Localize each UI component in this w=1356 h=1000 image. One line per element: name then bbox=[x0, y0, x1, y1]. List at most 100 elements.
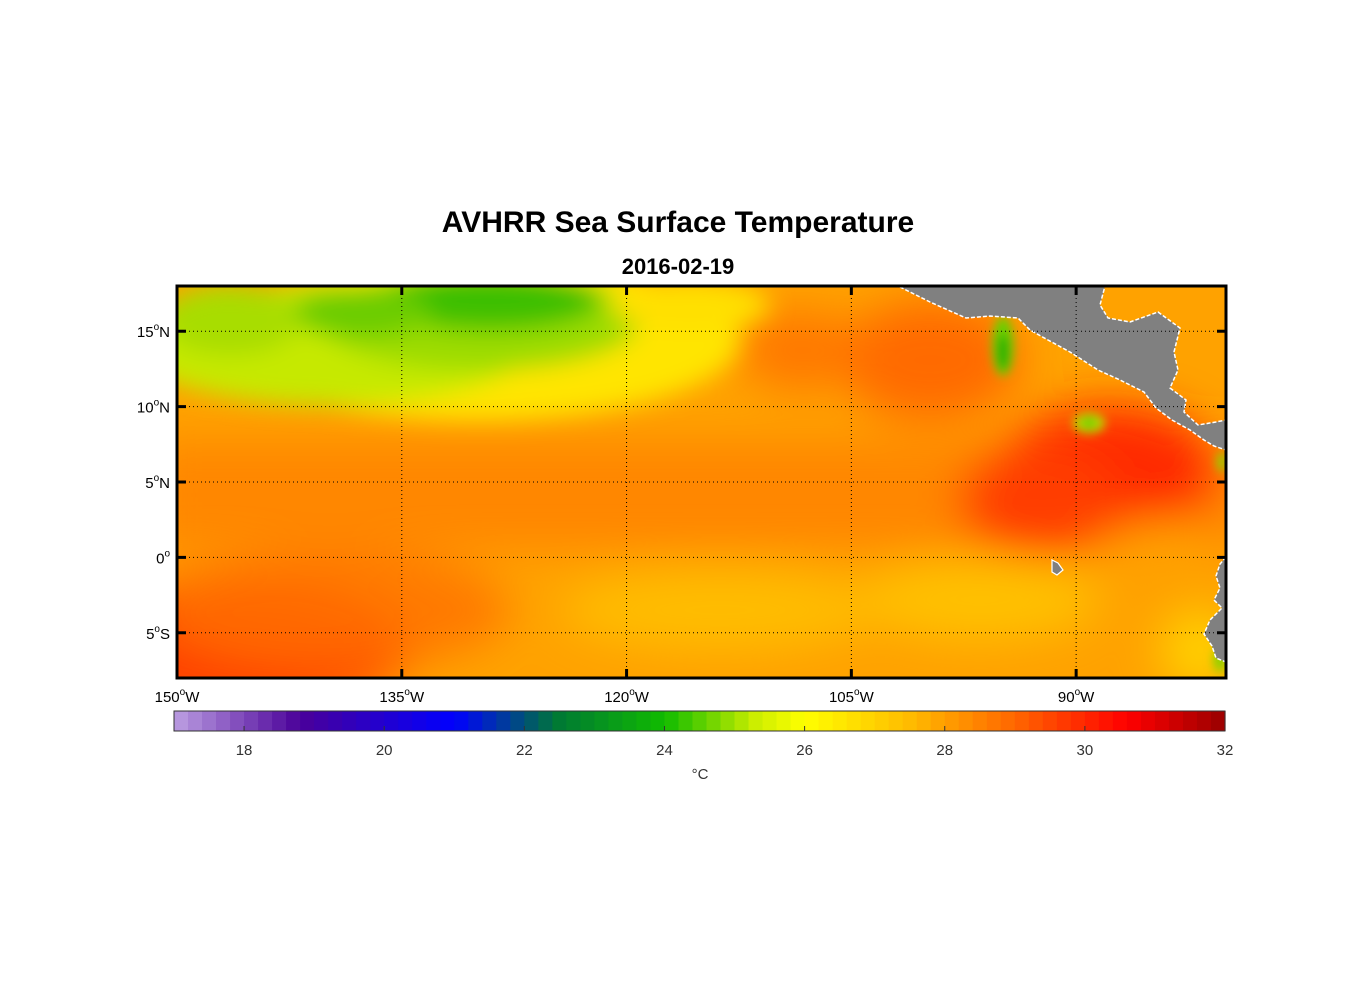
colorbar-swatch bbox=[748, 711, 764, 731]
colorbar-swatch bbox=[1042, 711, 1058, 731]
colorbar-swatch bbox=[622, 711, 638, 731]
colorbar-swatch bbox=[286, 711, 301, 731]
colorbar-tick-label: 32 bbox=[1217, 742, 1234, 759]
colorbar-swatch bbox=[902, 711, 918, 731]
lat-tick-label: 0o bbox=[156, 548, 170, 567]
colorbar-swatch bbox=[804, 711, 820, 731]
colorbar-swatch bbox=[1140, 711, 1156, 731]
colorbar-swatch bbox=[174, 711, 189, 731]
south-america-land bbox=[1203, 555, 1226, 663]
colorbar-swatch bbox=[1056, 711, 1072, 731]
lat-tick-label: 10oN bbox=[137, 398, 170, 417]
galapagos-islands bbox=[1051, 559, 1064, 576]
colorbar-swatch bbox=[580, 711, 595, 731]
colorbar-swatch bbox=[328, 711, 343, 731]
colorbar-swatch bbox=[874, 711, 890, 731]
colorbar-swatch bbox=[1112, 711, 1128, 731]
colorbar-swatch bbox=[678, 711, 694, 731]
colorbar-swatch bbox=[510, 711, 525, 731]
colorbar-swatch bbox=[594, 711, 610, 731]
lon-tick-label: 90oW bbox=[1058, 687, 1095, 706]
colorbar-swatch bbox=[1210, 711, 1226, 731]
colorbar-swatch bbox=[734, 711, 750, 731]
sst-field bbox=[177, 286, 1226, 678]
colorbar-swatch bbox=[482, 711, 497, 731]
colorbar-tick-label: 24 bbox=[656, 742, 673, 759]
colorbar-swatch bbox=[356, 711, 371, 731]
colorbar-swatch bbox=[944, 711, 960, 731]
lat-tick-label: 5oN bbox=[145, 473, 170, 492]
colorbar-swatch bbox=[314, 711, 329, 731]
colorbar-tick-label: 26 bbox=[796, 742, 813, 759]
colorbar-swatch bbox=[1084, 711, 1100, 731]
map-title: AVHRR Sea Surface Temperature bbox=[441, 206, 915, 239]
map-frame bbox=[175, 284, 1228, 680]
colorbar-swatch bbox=[272, 711, 287, 731]
lon-tick-label: 150oW bbox=[155, 687, 201, 706]
colorbar-swatch bbox=[818, 711, 834, 731]
lat-tick-label: 5oS bbox=[146, 624, 170, 643]
colorbar-swatch bbox=[832, 711, 848, 731]
colorbar-swatch bbox=[230, 711, 245, 731]
lat-tick-label: 15oN bbox=[137, 322, 170, 341]
colorbar-swatch bbox=[986, 711, 1002, 731]
land-mask bbox=[897, 286, 1226, 663]
colorbar-swatch bbox=[1168, 711, 1184, 731]
colorbar-swatch bbox=[1014, 711, 1030, 731]
colorbar-swatch bbox=[1028, 711, 1044, 731]
graticule bbox=[177, 286, 1226, 678]
colorbar-swatch bbox=[188, 711, 203, 731]
colorbar-swatch bbox=[244, 711, 259, 731]
colorbar-tick-label: 20 bbox=[376, 742, 393, 759]
colorbar-swatch bbox=[524, 711, 539, 731]
colorbar-swatch bbox=[706, 711, 722, 731]
colorbar-swatch bbox=[412, 711, 427, 731]
colorbar-swatch bbox=[1154, 711, 1170, 731]
colorbar-swatch bbox=[1196, 711, 1212, 731]
colorbar-swatches bbox=[174, 711, 1226, 731]
colorbar-tick-label: 28 bbox=[936, 742, 953, 759]
colorbar-swatch bbox=[608, 711, 624, 731]
colorbar-tick-label: 18 bbox=[236, 742, 253, 759]
map-date-subtitle: 2016-02-19 bbox=[621, 254, 735, 279]
latitude-labels: 15oN 10oN 5oN 0o 5oS bbox=[137, 322, 171, 643]
colorbar-swatch bbox=[692, 711, 708, 731]
colorbar-swatch bbox=[216, 711, 231, 731]
colorbar-swatch bbox=[776, 711, 792, 731]
colorbar-swatch bbox=[846, 711, 862, 731]
colorbar-swatch bbox=[202, 711, 217, 731]
colorbar-swatch bbox=[566, 711, 581, 731]
colorbar-swatch bbox=[468, 711, 483, 731]
longitude-labels: 150oW 135oW 120oW 105oW 90oW bbox=[155, 687, 1096, 706]
colorbar-swatch bbox=[426, 711, 441, 731]
colorbar: 18 20 22 24 26 28 30 32 °C bbox=[173, 710, 1234, 783]
colorbar-swatch bbox=[1070, 711, 1086, 731]
colorbar-swatch bbox=[636, 711, 652, 731]
central-america-land bbox=[897, 286, 1226, 451]
colorbar-swatch bbox=[650, 711, 666, 731]
colorbar-swatch bbox=[1000, 711, 1016, 731]
lon-tick-label: 105oW bbox=[829, 687, 875, 706]
colorbar-swatch bbox=[1182, 711, 1198, 731]
colorbar-swatch bbox=[454, 711, 469, 731]
colorbar-swatch bbox=[664, 711, 680, 731]
colorbar-swatch bbox=[1126, 711, 1142, 731]
lon-tick-label: 135oW bbox=[379, 687, 425, 706]
colorbar-swatch bbox=[762, 711, 778, 731]
colorbar-ticks: 18 20 22 24 26 28 30 32 bbox=[236, 726, 1234, 759]
colorbar-swatch bbox=[958, 711, 974, 731]
colorbar-swatch bbox=[440, 711, 455, 731]
colorbar-tick-label: 22 bbox=[516, 742, 533, 759]
colorbar-swatch bbox=[342, 711, 357, 731]
colorbar-swatch bbox=[496, 711, 511, 731]
colorbar-frame bbox=[173, 710, 1226, 732]
colorbar-swatch bbox=[1098, 711, 1114, 731]
colorbar-unit-label: °C bbox=[692, 766, 709, 783]
colorbar-swatch bbox=[790, 711, 806, 731]
colorbar-swatch bbox=[300, 711, 315, 731]
colorbar-swatch bbox=[720, 711, 736, 731]
colorbar-swatch bbox=[258, 711, 273, 731]
colorbar-swatch bbox=[972, 711, 988, 731]
